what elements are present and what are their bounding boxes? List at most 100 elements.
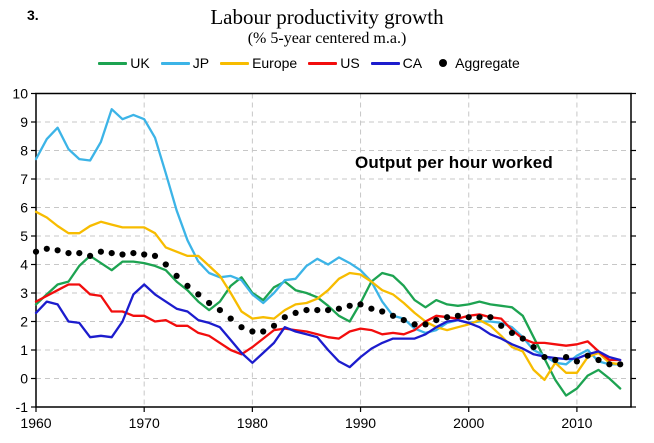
- aggregate-dot: [119, 251, 126, 258]
- chart-legend: UK JP Europe US CA Aggregate: [0, 54, 618, 72]
- legend-dot-swatch: [439, 59, 448, 67]
- y-axis-tick-label: 0: [20, 371, 28, 387]
- aggregate-dot: [151, 252, 159, 259]
- aggregate-dot: [584, 352, 591, 359]
- aggregate-dot: [76, 250, 83, 257]
- legend-label: Europe: [252, 55, 298, 71]
- aggregate-dot: [335, 305, 342, 312]
- legend-label: Aggregate: [455, 55, 520, 71]
- chart-title: Labour productivity growth: [210, 5, 444, 29]
- y-axis-tick-label: 3: [20, 285, 28, 301]
- aggregate-dot: [216, 307, 223, 314]
- x-axis-tick-label: 2010: [561, 415, 592, 431]
- y-axis-tick-label: 9: [20, 114, 28, 130]
- aggregate-dot: [595, 356, 602, 364]
- aggregate-dot: [487, 314, 494, 321]
- aggregate-dot: [227, 315, 234, 322]
- aggregate-dot: [552, 356, 559, 364]
- aggregate-dot: [389, 312, 397, 319]
- aggregate-dot: [184, 282, 191, 289]
- series-line-uk: [34, 254, 622, 397]
- aggregate-dot: [141, 251, 148, 258]
- x-axis-tick-label: 2000: [453, 415, 484, 431]
- aggregate-dot: [379, 308, 386, 315]
- aggregate-dot: [498, 322, 505, 329]
- plot-border: [35, 92, 632, 408]
- legend-item-us: US: [308, 55, 360, 71]
- aggregate-dot: [563, 354, 570, 361]
- aggregate-dot: [303, 307, 310, 314]
- y-axis-tick-label: 5: [20, 228, 28, 244]
- aggregate-dot: [108, 250, 115, 257]
- aggregate-dot: [573, 358, 581, 365]
- aggregate-dot: [206, 299, 213, 307]
- aggregate-dot: [173, 272, 180, 279]
- legend-line-swatch: [220, 61, 250, 65]
- aggregate-dot: [433, 317, 440, 324]
- aggregate-dot: [281, 314, 288, 321]
- aggregate-dot: [43, 245, 50, 252]
- y-axis-tick-label: -1: [16, 399, 29, 415]
- y-axis-tick-label: 10: [12, 86, 28, 102]
- series-line-europe: [34, 210, 622, 382]
- aggregate-dot: [530, 344, 537, 351]
- aggregate-dot: [54, 247, 61, 254]
- legend-item-ca: CA: [370, 55, 423, 71]
- legend-line-swatch: [370, 61, 400, 65]
- aggregate-dot: [368, 305, 375, 312]
- aggregate-dot: [519, 335, 526, 342]
- chart-subtitle: (% 5-year centered m.a.): [247, 30, 407, 47]
- y-axis-tick-label: 7: [20, 171, 28, 187]
- aggregate-dot: [411, 321, 418, 328]
- aggregate-dot: [292, 309, 299, 316]
- aggregate-dot: [422, 321, 429, 328]
- annotation-output-per-hour: Output per hour worked: [355, 153, 554, 172]
- aggregate-dot: [508, 329, 516, 336]
- aggregate-dot: [357, 301, 364, 308]
- aggregate-dot: [444, 314, 451, 321]
- aggregate-dot: [249, 328, 256, 335]
- legend-item-aggregate: Aggregate: [433, 55, 520, 71]
- x-axis-tick-label: 1980: [237, 415, 268, 431]
- figure-number: 3.: [27, 7, 39, 23]
- y-axis-tick-label: 8: [20, 143, 28, 159]
- y-axis-tick-label: 1: [20, 342, 28, 358]
- y-axis-tick-label: 4: [20, 257, 28, 273]
- aggregate-dot: [617, 361, 624, 368]
- aggregate-dot: [97, 248, 104, 255]
- legend-label: CA: [402, 55, 423, 71]
- legend-line-swatch: [308, 61, 338, 65]
- aggregate-dot: [346, 302, 353, 309]
- x-axis-tick-label: 1990: [345, 415, 376, 431]
- legend-item-europe: Europe: [220, 55, 297, 71]
- aggregate-dot: [465, 314, 472, 321]
- aggregate-dot: [400, 317, 407, 324]
- legend-line-swatch: [160, 61, 190, 65]
- aggregate-dot: [541, 354, 548, 361]
- aggregate-dot: [32, 248, 40, 255]
- y-axis-tick-label: 6: [20, 200, 28, 216]
- aggregate-dot: [454, 312, 461, 319]
- aggregate-dot: [325, 307, 332, 314]
- x-axis-tick-label: 1970: [129, 415, 160, 431]
- series-line-jp: [34, 108, 622, 366]
- y-axis-tick-label: 2: [20, 314, 28, 330]
- series-line-ca: [34, 283, 622, 369]
- aggregate-dot: [314, 307, 321, 314]
- legend-label: JP: [192, 55, 210, 71]
- aggregate-dot: [87, 252, 94, 259]
- x-axis-tick-label: 1960: [20, 415, 51, 431]
- aggregate-dot: [65, 250, 72, 257]
- legend-label: UK: [130, 55, 150, 71]
- aggregate-dot: [606, 361, 613, 368]
- legend-label: US: [340, 55, 360, 71]
- legend-item-uk: UK: [98, 55, 150, 71]
- aggregate-dot: [162, 261, 169, 268]
- aggregate-dot: [195, 291, 202, 298]
- aggregate-dot: [476, 314, 483, 321]
- aggregate-dot: [130, 250, 137, 257]
- aggregate-dot: [270, 322, 278, 329]
- legend-item-jp: JP: [160, 55, 210, 71]
